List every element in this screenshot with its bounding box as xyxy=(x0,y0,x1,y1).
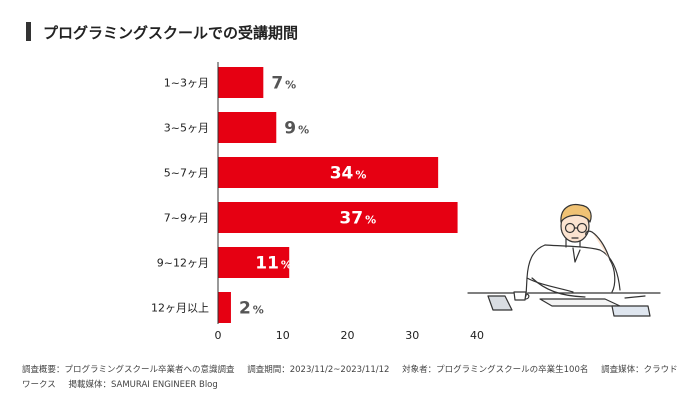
bar xyxy=(218,157,438,188)
x-tick-label: 20 xyxy=(341,329,355,342)
category-label: 5~7ヶ月 xyxy=(164,167,209,180)
x-tick-label: 40 xyxy=(470,329,484,342)
bars-layer: 1~3ヶ月 7 %3~5ヶ月 9 %5~7ヶ月 34 %7~9ヶ月 37 %9~12ヶ月 11 %1… xyxy=(151,62,484,342)
x-tick-label: 0 xyxy=(215,329,222,342)
bar xyxy=(218,202,458,233)
footnote-published: 掲載媒体：SAMURAI ENGINEER Blog xyxy=(68,380,217,390)
x-tick-label: 30 xyxy=(405,329,419,342)
bar xyxy=(218,292,231,323)
footnote-survey-period: 調査期間：2023/11/2~2023/11/12 xyxy=(247,365,389,375)
value-label: 2% xyxy=(239,299,264,319)
person-at-desk-icon xyxy=(468,205,660,316)
bar xyxy=(218,112,276,143)
footnote: 調査概要：プログラミングスクール卒業者への意識調査 調査期間：2023/11/2… xyxy=(22,363,682,393)
value-label: 9% xyxy=(284,119,309,139)
x-tick-label: 10 xyxy=(276,329,290,342)
title-marker xyxy=(26,22,31,41)
chart-title: プログラミングスクールでの受講期間 xyxy=(43,24,298,42)
category-label: 1~3ヶ月 xyxy=(164,77,209,90)
category-label: 12ヶ月以上 xyxy=(151,302,209,315)
category-label: 9~12ヶ月 xyxy=(157,257,209,270)
footnote-survey-summary: 調査概要：プログラミングスクール卒業者への意識調査 xyxy=(22,365,235,375)
category-label: 7~9ヶ月 xyxy=(164,212,209,225)
category-label: 3~5ヶ月 xyxy=(164,122,209,135)
footnote-target: 対象者：プログラミングスクールの卒業生100名 xyxy=(402,365,588,375)
bar xyxy=(218,67,263,98)
value-label: 7% xyxy=(271,74,296,94)
